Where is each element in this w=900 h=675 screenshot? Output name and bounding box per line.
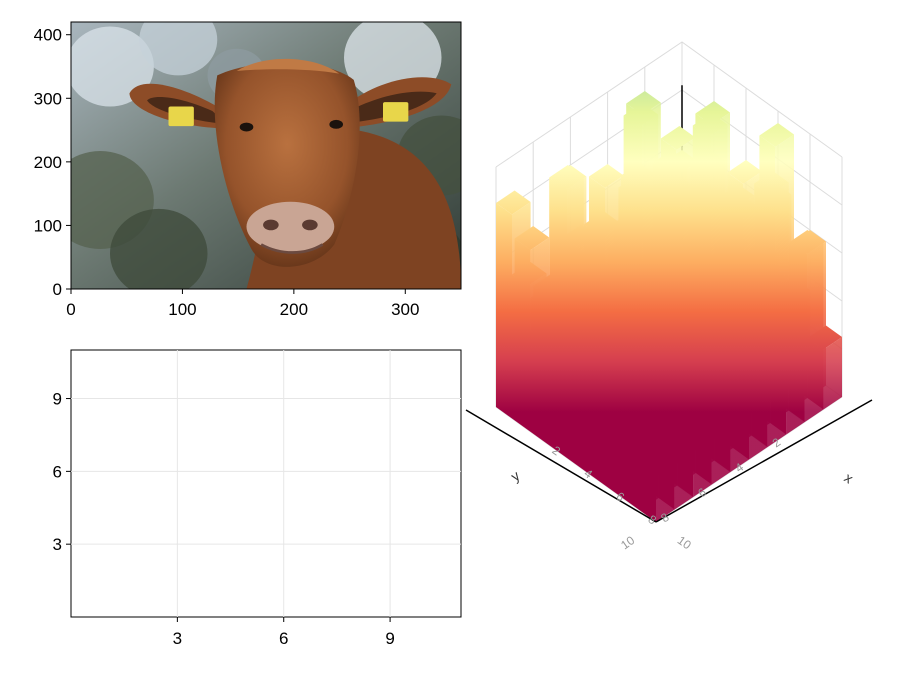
bar-top — [788, 230, 824, 254]
bar-top — [660, 126, 696, 150]
gridline — [495, 41, 843, 168]
bar-top — [692, 113, 728, 137]
cow-image — [71, 22, 461, 289]
bar-top — [714, 232, 749, 256]
bar-face-right — [786, 326, 805, 435]
bar-top — [562, 224, 598, 249]
bar-face-left — [624, 379, 640, 511]
bar-top — [560, 248, 595, 273]
y-axis — [465, 409, 657, 523]
bar-top — [613, 211, 648, 235]
y-tick-label: 400 — [34, 26, 62, 45]
bar-face-right — [656, 401, 675, 522]
axes-frame — [70, 349, 462, 618]
bar-face-right — [767, 278, 787, 447]
bar-top — [727, 160, 762, 184]
x-axis-label: x — [841, 469, 856, 486]
y-tick-label: 9 — [53, 390, 62, 409]
y-tick-label: 6 — [53, 462, 62, 481]
bar-face-left — [576, 308, 592, 476]
bar-top — [658, 341, 694, 366]
x-tick-label: 9 — [385, 629, 394, 648]
bar-top — [663, 209, 699, 234]
tiled-image-panel: 3 6 9 3 6 9 — [53, 349, 462, 648]
bar-face-left — [528, 334, 544, 442]
bar-top — [589, 164, 624, 188]
bar-face-left — [496, 203, 512, 419]
axes-frame — [70, 21, 462, 290]
x-tick-label: 100 — [168, 300, 196, 319]
bar-top — [640, 390, 675, 414]
bar-top — [653, 150, 688, 174]
y-tick-label: 100 — [34, 216, 62, 235]
bar-face-right — [804, 241, 824, 422]
bar-face-left — [592, 296, 608, 488]
bar-face-left — [560, 261, 576, 465]
y-tick-label: 10 — [618, 533, 637, 552]
bar-top — [695, 328, 731, 353]
bar-face-right — [730, 243, 749, 472]
y-axis-label: y — [508, 467, 523, 484]
x-tick-label: 6 — [279, 629, 288, 648]
bar-top — [496, 190, 531, 215]
bar-top — [624, 366, 659, 391]
bar-face-right — [823, 337, 842, 410]
x-tick-label: 0 — [66, 300, 75, 319]
bar — [640, 390, 675, 522]
x-tick-label: 200 — [280, 300, 308, 319]
x-axis — [655, 399, 873, 523]
bar-top — [583, 212, 619, 236]
bar-top — [719, 184, 755, 208]
bar-top — [618, 175, 653, 199]
bar-top — [608, 271, 643, 295]
image-panel: 0 100 200 300 0 100 200 300 400 — [34, 21, 462, 319]
bar-top — [687, 185, 723, 209]
y-tick-label: 300 — [34, 89, 62, 108]
bar-top — [751, 267, 787, 291]
x-tick-label: 10 — [675, 533, 694, 552]
bar-top — [690, 149, 725, 173]
bar-face-right — [711, 340, 731, 485]
bar-top — [623, 103, 659, 127]
bar-face-right — [674, 353, 694, 510]
y-tick-label: 0 — [53, 280, 62, 299]
bar-face-right — [749, 327, 768, 460]
x-tick-label: 3 — [173, 629, 182, 648]
bar-face-left — [512, 274, 528, 430]
y-tick-label: 200 — [34, 153, 62, 172]
bar-face-left — [608, 283, 624, 499]
bar-top — [549, 165, 584, 189]
bar-face-right — [693, 400, 712, 497]
bar-face-left — [544, 309, 560, 453]
bar-top — [759, 123, 794, 147]
bar-top — [661, 257, 696, 282]
bar-top — [754, 171, 789, 195]
x-tick-label: 300 — [391, 300, 419, 319]
bar-top — [512, 262, 547, 286]
bar-top — [642, 306, 678, 330]
y-tick-label: 3 — [53, 535, 62, 554]
bar-face-left — [640, 402, 656, 522]
